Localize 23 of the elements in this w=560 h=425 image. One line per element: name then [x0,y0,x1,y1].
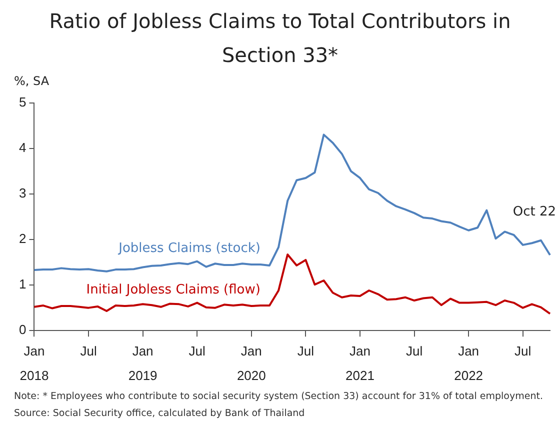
y-tick-label: 3 [18,186,26,200]
y-tick-label: 5 [18,94,26,110]
x-tick-label: Jul [80,344,97,359]
x-tick-label: Jan 2022 [454,344,484,384]
y-tick-label: 1 [18,276,26,292]
x-tick-label: Jan 2019 [128,344,158,384]
y-tick-label: 2 [18,231,26,246]
series-label: Initial Jobless Claims (flow) [86,282,260,298]
annotation: Oct 22 [512,204,556,220]
y-tick-label: 0 [18,322,26,338]
y-tick-label: 4 [18,140,26,155]
source-note: Source: Social Security office, calculated by Bank of Thailand [14,407,306,421]
x-tick-label: Jul [297,344,314,359]
series-label: Jobless Claims (stock) [118,241,260,256]
y-axis-title: %, SA [14,74,50,88]
x-tick-label: Jul [514,344,532,359]
x-tick-label: Jul [406,344,423,359]
text: Note: * Employees who contribute to social security system (Section 33) account for 31% of total employment. [14,390,543,404]
chart-title: Ratio of Jobless Claims to Total Contributors in Section 33* [48,8,512,69]
x-tick-label: Jul [188,344,206,359]
x-tick-label: Jan 2020 [236,344,266,384]
x-tick-label: Jan 2021 [346,344,374,384]
x-tick-label: Jan 2018 [20,344,49,384]
